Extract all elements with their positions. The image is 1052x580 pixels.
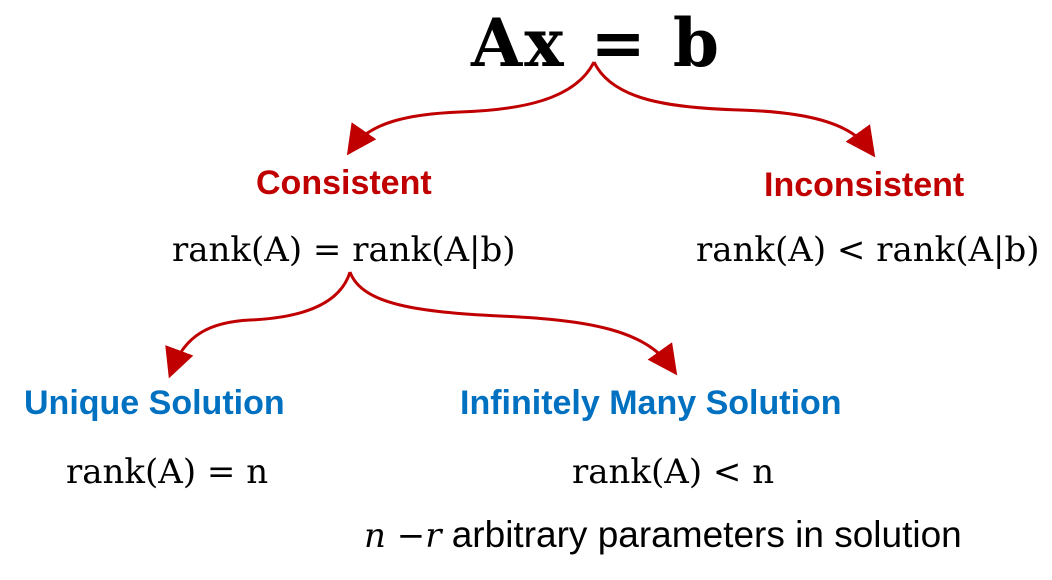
inconsistent-condition: rank(A) < rank(A|b) [696,230,1040,270]
arrow-to-consistent [346,61,596,156]
infinite-solutions-label: Infinitely Many Solution [460,384,842,422]
infinite-solutions-condition: rank(A) < n [572,452,775,492]
arrow-to-inconsistent [592,61,876,158]
arrow-to-unique [165,271,352,379]
unique-solution-label: Unique Solution [24,384,285,422]
inconsistent-label: Inconsistent [764,166,965,204]
parameters-note-text: arbitrary parameters in solution [441,514,962,555]
unique-solution-condition: rank(A) = n [66,452,269,492]
equation-title: Ax = b [471,4,721,82]
parameters-note-math: n −r [364,516,442,556]
consistent-label: Consistent [256,164,432,202]
parameters-note: n −r arbitrary parameters in solution [364,514,962,556]
arrow-to-infinite [348,271,678,376]
consistent-condition: rank(A) = rank(A|b) [172,230,516,270]
